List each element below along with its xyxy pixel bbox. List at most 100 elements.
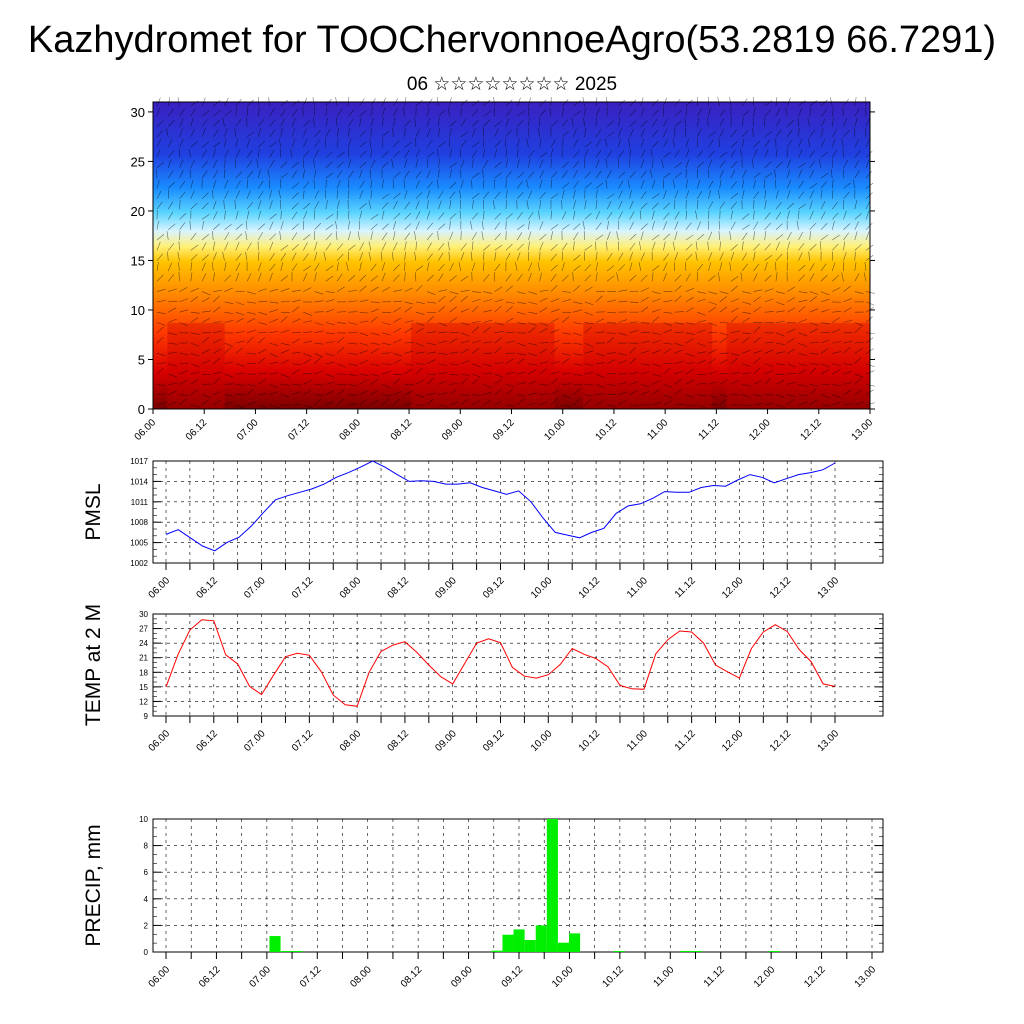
x-tick-label: 06.12 [184,417,210,443]
x-tick-label: 12.12 [802,964,828,990]
y-tick-label: 12 [139,697,148,706]
y-axis-label: PMSL [82,483,105,540]
x-tick-label: 10.00 [529,575,555,601]
x-tick-label: 10.00 [529,728,555,754]
precip-bar [569,933,581,952]
x-tick-label: 10.00 [542,417,568,443]
precip-bar [513,929,525,952]
x-tick-label: 12.12 [798,417,824,443]
x-tick-label: 11.00 [625,575,650,600]
y-tick-label: 1014 [130,477,148,486]
y-tick-label: 1005 [130,539,148,548]
y-tick-label: 6 [144,868,149,877]
y-tick-label: 10 [139,815,148,824]
precip-bar [491,950,503,952]
x-tick-label: 09.00 [433,575,459,601]
precip-bar [535,925,547,952]
panel-frame [152,460,884,564]
precip-bar [524,940,536,952]
y-axis-label: PRECIP, mm [82,824,105,946]
x-tick-label: 08.12 [389,417,415,443]
x-tick-label: 13.00 [853,964,879,990]
y-tick-label: 10 [131,303,145,318]
x-tick-label: 12.00 [720,575,746,601]
y-tick-label: 15 [131,253,145,268]
precip-bar [768,951,780,952]
warm-surface-patch [583,323,713,409]
x-tick-label: 06.12 [194,575,220,601]
x-tick-label: 11.12 [673,575,698,600]
y-tick-label: 24 [139,639,148,648]
x-tick-label: 07.00 [248,964,274,990]
x-tick-label: 08.00 [338,728,364,754]
series-line [165,460,836,552]
y-tick-label: 1002 [130,559,148,568]
x-tick-label: 06.00 [133,417,159,443]
x-tick-label: 09.00 [449,964,475,990]
precip-bar [502,934,514,952]
y-tick-label: 21 [139,654,148,663]
x-tick-label: 11.12 [697,417,722,442]
y-tick-label: 9 [144,712,149,721]
x-tick-label: 10.12 [601,964,627,990]
y-tick-label: 27 [139,625,148,634]
temperature-cross-section-panel: 0 5 10 15 20 25 30 06.00 06.12 07.00 07.12 08.00 08.… [131,96,876,443]
x-tick-label: 06.12 [194,728,220,754]
x-tick-label: 08.00 [348,964,374,990]
y-tick-label: 1008 [130,518,148,527]
precip-bar [269,936,281,952]
y-axis-label: TEMP at 2 M [82,604,105,726]
pmsl-panel: 1002 1005 1008 1011 1014 1017 06.00 06.12 07.00 0… [82,457,884,601]
precip-bar [291,951,303,952]
x-tick-label: 13.00 [816,575,842,601]
precip-bar [691,951,703,952]
y-tick-label: 20 [131,204,145,219]
x-tick-label: 09.00 [433,728,459,754]
x-tick-label: 06.00 [147,728,173,754]
x-tick-label: 11.12 [702,964,727,989]
precip-bar [679,950,692,952]
x-tick-label: 11.00 [645,417,670,442]
precipitation-panel: 0 2 4 6 8 10 06.00 06.12 07.00 07.12 08.00 08.12 09.… [82,815,884,990]
y-tick-label: 4 [144,895,149,904]
warm-surface-patch [411,323,555,409]
chart-title: Kazhydromet for TOOChervonnoeAgro(53.281… [27,19,997,61]
y-tick-label: 5 [138,352,145,367]
x-tick-label: 08.00 [338,417,364,443]
y-tick-label: 1011 [131,498,149,507]
x-tick-label: 10.12 [577,575,603,601]
x-tick-label: 09.00 [440,417,466,443]
x-tick-label: 07.12 [286,417,312,443]
y-tick-label: 18 [139,668,148,677]
x-tick-label: 09.12 [491,417,517,443]
precip-bar [546,819,558,952]
x-tick-label: 08.12 [386,575,412,601]
wind-barbs [155,96,875,409]
x-tick-label: 10.12 [577,728,603,754]
y-tick-label: 15 [139,683,148,692]
x-tick-label: 11.12 [673,728,698,753]
x-tick-label: 12.00 [747,417,773,443]
x-tick-label: 08.12 [399,964,425,990]
precip-bar [613,951,625,952]
x-tick-label: 08.00 [338,575,364,601]
panel-frame [152,613,884,717]
y-tick-label: 30 [131,105,145,120]
y-tick-label: 0 [138,402,145,417]
x-tick-label: 12.12 [768,575,794,601]
precip-bar [557,942,570,952]
warm-surface-patch [726,323,870,409]
x-tick-label: 10.12 [594,417,620,443]
x-tick-label: 12.00 [720,728,746,754]
x-tick-label: 07.12 [290,728,316,754]
series-line [165,619,836,707]
x-tick-label: 07.00 [242,575,268,601]
x-tick-label: 09.12 [500,964,526,990]
x-tick-label: 09.12 [481,575,507,601]
x-tick-label: 06.12 [197,964,223,990]
x-tick-label: 07.00 [235,417,261,443]
x-tick-label: 10.00 [550,964,576,990]
y-tick-label: 0 [144,948,149,957]
x-tick-label: 13.00 [850,417,876,443]
